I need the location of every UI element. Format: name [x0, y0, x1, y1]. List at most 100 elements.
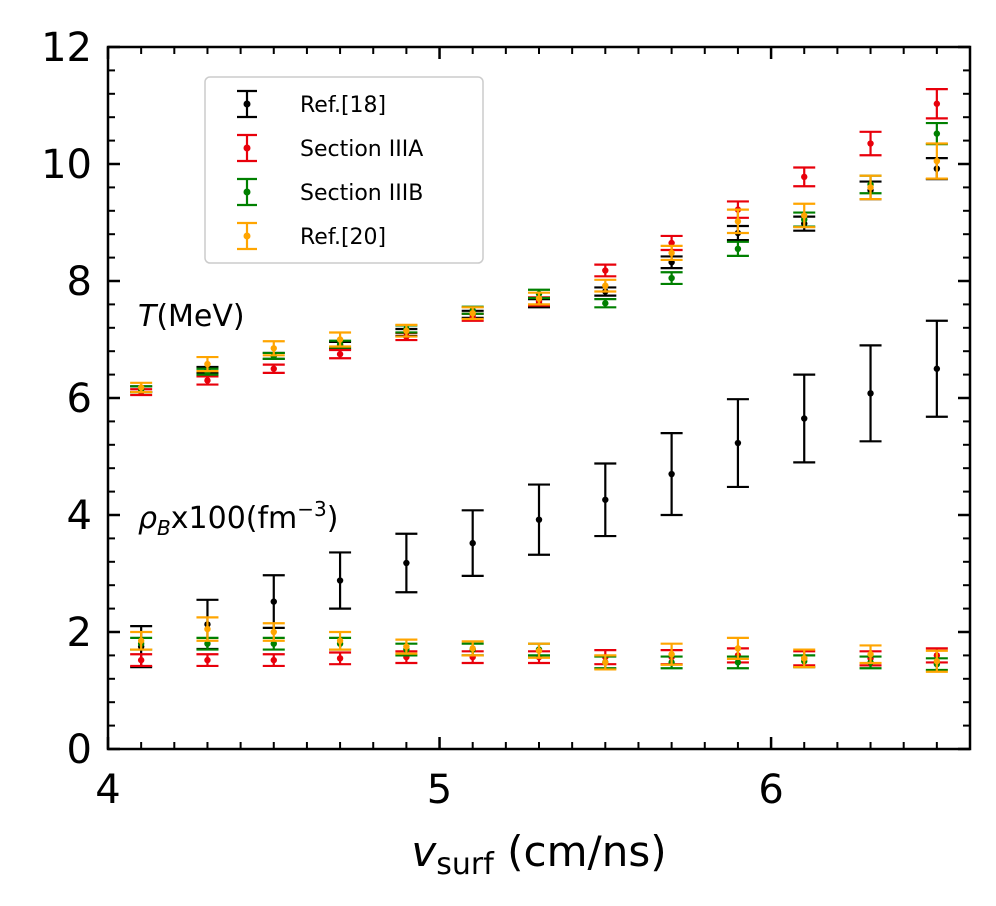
temperature-point-ref-20: [925, 142, 948, 180]
data-point: [204, 640, 211, 647]
legend-entry: Section IIIB: [237, 177, 423, 207]
density-point-ref-18: [925, 319, 948, 418]
data-point: [668, 470, 675, 478]
temperature-point-ref-20: [130, 381, 153, 394]
legend-marker-point: [243, 232, 251, 240]
data-point: [270, 345, 277, 352]
annotation-temperature-unit: (MeV): [156, 299, 244, 334]
data-point: [867, 184, 874, 191]
data-point: [867, 140, 874, 147]
density-point-ref-20: [528, 642, 550, 659]
legend-marker-point: [243, 144, 251, 152]
temperature-point-ref-20: [660, 244, 683, 262]
density-point-ref-18: [793, 373, 816, 464]
temperature-point-section-iiib: [726, 240, 749, 257]
density-point-ref-18: [395, 532, 418, 594]
data-point: [535, 295, 543, 302]
temperature-point-ref-20: [395, 323, 418, 338]
data-point: [137, 384, 145, 391]
density-point-section-iiia: [262, 653, 285, 668]
data-point: [336, 336, 344, 343]
temperature-point-ref-20: [329, 331, 352, 348]
data-point: [403, 559, 410, 567]
x-tick-label: 6: [758, 767, 783, 813]
y-tick-label: 4: [67, 493, 92, 539]
density-point-ref-18: [461, 509, 484, 577]
temperature-point-section-iiia: [594, 263, 617, 278]
data-point: [933, 658, 941, 665]
legend: Ref.[18] Section IIIA Section IIIB Ref.[20]: [204, 76, 484, 264]
data-point: [204, 360, 211, 368]
temperature-point-ref-20: [262, 340, 285, 357]
y-tick-label: 2: [67, 610, 92, 656]
data-point: [801, 173, 808, 181]
legend-label: Ref.[20]: [300, 225, 386, 250]
density-point-ref-20: [395, 638, 418, 655]
density-point-ref-18: [660, 432, 683, 517]
density-point-ref-18: [329, 551, 352, 610]
x-axis-label-unit: (cm/ns): [494, 827, 667, 876]
data-point: [137, 637, 145, 644]
axis-tick-labels: 4 5 6 0 2 4 6 8 10 12: [41, 25, 784, 813]
data-point: [535, 647, 543, 654]
temperature-point-section-iiib: [594, 298, 617, 309]
data-point: [602, 659, 609, 666]
data-point: [933, 130, 941, 137]
data-point: [734, 645, 742, 652]
density-point-ref-18: [726, 398, 749, 489]
legend-label: Section IIIA: [300, 137, 423, 162]
data-point: [137, 656, 145, 664]
data-point: [801, 655, 808, 662]
density-point-ref-20: [262, 622, 285, 642]
density-point-ref-18: [859, 344, 882, 443]
data-point: [469, 539, 476, 547]
plot-marks: [130, 88, 948, 673]
temperature-point-ref-20: [528, 291, 550, 306]
x-tick-label: 5: [427, 767, 452, 813]
data-point: [801, 212, 808, 219]
legend-entries: Ref.[18] Section IIIA Section IIIB Ref.[20]: [237, 89, 423, 251]
x-axis-label-subscript: surf: [436, 847, 495, 882]
density-point-ref-20: [196, 616, 219, 642]
temperature-point-section-iiia: [859, 130, 882, 157]
legend-marker-point: [243, 188, 251, 196]
temperature-point-section-iiia: [925, 88, 948, 120]
temperature-point-section-iiia: [196, 375, 219, 386]
density-point-ref-20: [793, 648, 816, 669]
density-point-section-iiia: [329, 651, 352, 666]
x-axis-label-symbol: v: [411, 827, 437, 876]
data-point: [270, 640, 277, 647]
temperature-point-section-iiia: [793, 166, 816, 188]
data-point: [734, 439, 742, 447]
legend-box: [204, 76, 484, 264]
y-tick-label: 12: [41, 25, 92, 71]
y-tick-label: 6: [67, 376, 92, 422]
data-point: [270, 598, 277, 605]
legend-entry: Ref.[20]: [237, 221, 386, 251]
density-point-ref-20: [726, 636, 749, 661]
annotation-temperature-symbol: T: [138, 299, 159, 334]
density-point-ref-20: [130, 630, 153, 651]
density-point-ref-20: [660, 642, 683, 666]
data-point: [602, 300, 609, 307]
y-tick-label: 10: [41, 142, 92, 188]
data-point: [469, 645, 476, 652]
data-point: [933, 100, 941, 107]
density-point-ref-18: [262, 574, 285, 630]
annotation-density-unit: x100(fm: [171, 501, 298, 536]
annotation-density-superscript: −3: [297, 497, 326, 521]
density-point-ref-20: [461, 640, 484, 657]
x-axis-label: vsurf (cm/ns): [411, 827, 666, 882]
data-point: [668, 274, 675, 282]
legend-marker-point: [243, 100, 251, 108]
data-point: [336, 577, 344, 584]
data-point: [668, 249, 675, 257]
data-point: [933, 365, 941, 372]
data-point: [867, 390, 874, 397]
temperature-point-ref-20: [196, 355, 219, 373]
legend-entry: Section IIIA: [237, 133, 423, 163]
temperature-point-ref-20: [461, 306, 484, 321]
annotation-density: ρBx100(fm−3): [138, 497, 339, 540]
data-point: [602, 496, 609, 503]
